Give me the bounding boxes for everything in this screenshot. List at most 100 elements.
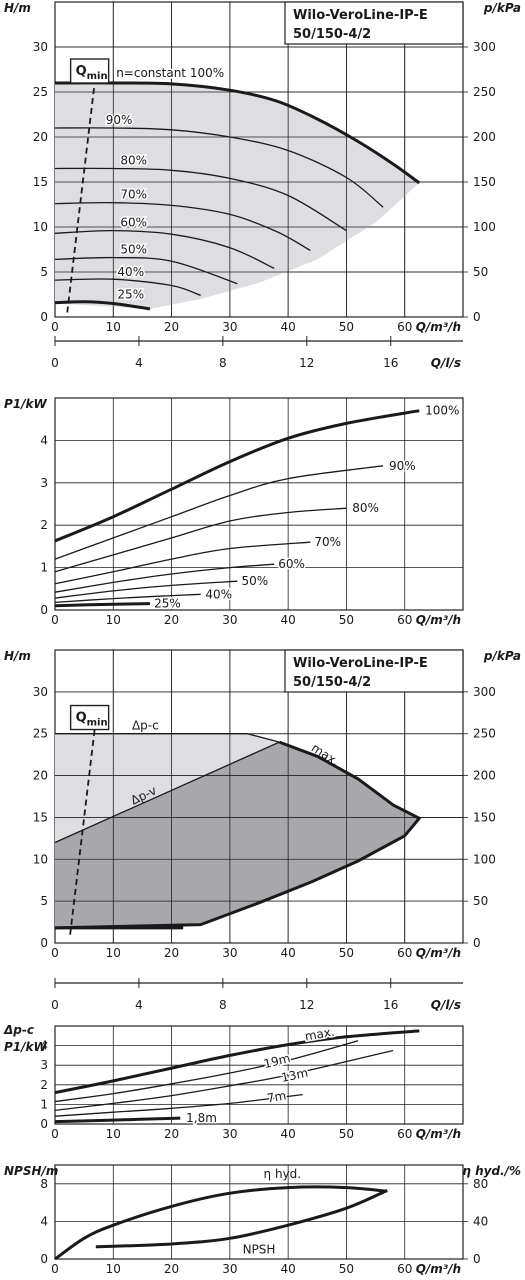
y-tick-label: 30 [33,40,48,54]
series-line-80- [54,167,347,232]
series-line-1-8m [54,1116,181,1124]
x-tick-label: 10 [106,1262,121,1276]
qmin-label: Q [76,64,87,79]
qmin-subscript: min [87,718,108,729]
y-tick-label: 8 [40,1177,48,1191]
series-line-60- [54,563,275,593]
curve-label: 50% [242,574,269,588]
plot-frame [54,1025,464,1125]
curve-label: 80% [352,501,379,515]
x-axis-label: Q/m³/h [416,613,461,627]
y-tick-label: 0 [40,1117,48,1131]
flow-axis-tick-label: 8 [219,998,227,1012]
series-line-40- [54,593,201,604]
flow-axis-tick-label: 16 [383,356,398,370]
y2-axis-label: p/kPa [483,1,521,15]
y-tick-label: 3 [40,1058,48,1072]
y-axis-label: P1/kW [4,1040,48,1054]
x-tick-label: 40 [281,946,296,960]
x-axis-label: Q/m³/h [416,1262,461,1276]
y-tick-label: 2 [40,518,48,532]
curve-label: 50% [120,243,147,257]
pump-title-line2: 50/150-4/2 [293,675,371,690]
y-tick-label: 30 [33,685,48,699]
curve-label: Δp-c [132,719,159,733]
curve-label: 1,8m [186,1111,217,1125]
series-line--p-c [55,733,280,743]
x-tick-label: 50 [339,1262,354,1276]
dp-v-region-fill [55,742,420,928]
x-tick-label: 0 [51,1262,59,1276]
curve-label: 60% [120,216,147,230]
curve-label: 7m [266,1088,287,1105]
x-tick-label: 0 [51,946,59,960]
y2-axis-label: η hyd./% [462,1164,521,1178]
y-tick-label: 20 [33,769,48,783]
y-tick-label: 4 [40,433,48,447]
curve-label: 90% [106,113,133,127]
series-line-n-constant-100- [54,81,421,185]
y2-tick-label: 150 [473,810,496,824]
plot-frame [54,397,464,611]
title-box [284,1,464,45]
x-tick-label: 50 [339,946,354,960]
x-tick-label: 10 [106,946,121,960]
flow-axis-tick-label: 12 [299,356,314,370]
curve-label: η hyd. [264,1167,302,1181]
y2-tick-label: 300 [473,685,496,699]
x-tick-label: 10 [106,613,121,627]
x-tick-label: 20 [164,1127,179,1141]
y-tick-label: 4 [40,1039,48,1053]
curve-label: 25% [117,288,144,302]
y-axis-label: H/m [4,1,31,15]
x-tick-label: 20 [164,613,179,627]
series-line-13m [54,1049,394,1111]
y2-tick-label: 40 [473,1214,488,1228]
y2-tick-label: 150 [473,175,496,189]
x-tick-label: 10 [106,320,121,334]
plot-frame [54,1164,464,1260]
y2-tick-label: 0 [473,1252,481,1266]
x-tick-label: 30 [222,1262,237,1276]
chart-head_modes: 0 10 20 30 40 50 60051015202530050100150200250… [4,649,521,1012]
flow-axis-label: Q/l/s [431,998,461,1012]
y-tick-label: 1 [40,1097,48,1111]
series-line-70- [54,201,311,251]
qmin-line [66,82,96,313]
x-tick-label: 0 [51,1127,59,1141]
x-tick-label: 10 [106,1127,121,1141]
series-line-70- [54,541,311,585]
y-tick-label: 0 [40,1252,48,1266]
y-tick-label: 20 [33,130,48,144]
y2-tick-label: 250 [473,85,496,99]
x-tick-label: 60 [397,1262,412,1276]
y2-axis-label: p/kPa [483,649,521,663]
flow-axis-tick-label: 0 [51,998,59,1012]
y-tick-label: 5 [40,894,48,908]
series-line-80- [54,507,347,573]
x-tick-label: 20 [164,320,179,334]
x-tick-label: 30 [222,946,237,960]
chart-head_speed: 0 10 20 30 40 50 60051015202530050100150200250… [4,1,521,370]
x-tick-label: 40 [281,1127,296,1141]
y-tick-label: 3 [40,476,48,490]
series-line-50- [54,256,238,285]
y-axis-label: P1/kW [4,397,48,411]
y-tick-label: 15 [33,175,48,189]
y2-tick-label: 50 [473,894,488,908]
series-line-7m [54,1093,303,1117]
series-line-25- [54,602,151,608]
curve-label: 25% [154,597,181,611]
qmin-box [69,704,110,731]
x-axis-label: Q/m³/h [416,946,461,960]
series-line-90- [54,465,384,560]
pump-title-line1: Wilo-VeroLine-IP-E [293,656,428,671]
operating-region-fill [55,82,420,309]
chart-power_speed: 0 10 20 30 40 50 60 0 1 2 3 4 P1/kW Q/m³/h 100% 90% 80% 7… [4,397,464,627]
y-tick-label: 0 [40,310,48,324]
x-tick-label: 60 [397,946,412,960]
pump-title-line1: Wilo-VeroLine-IP-E [293,8,428,23]
